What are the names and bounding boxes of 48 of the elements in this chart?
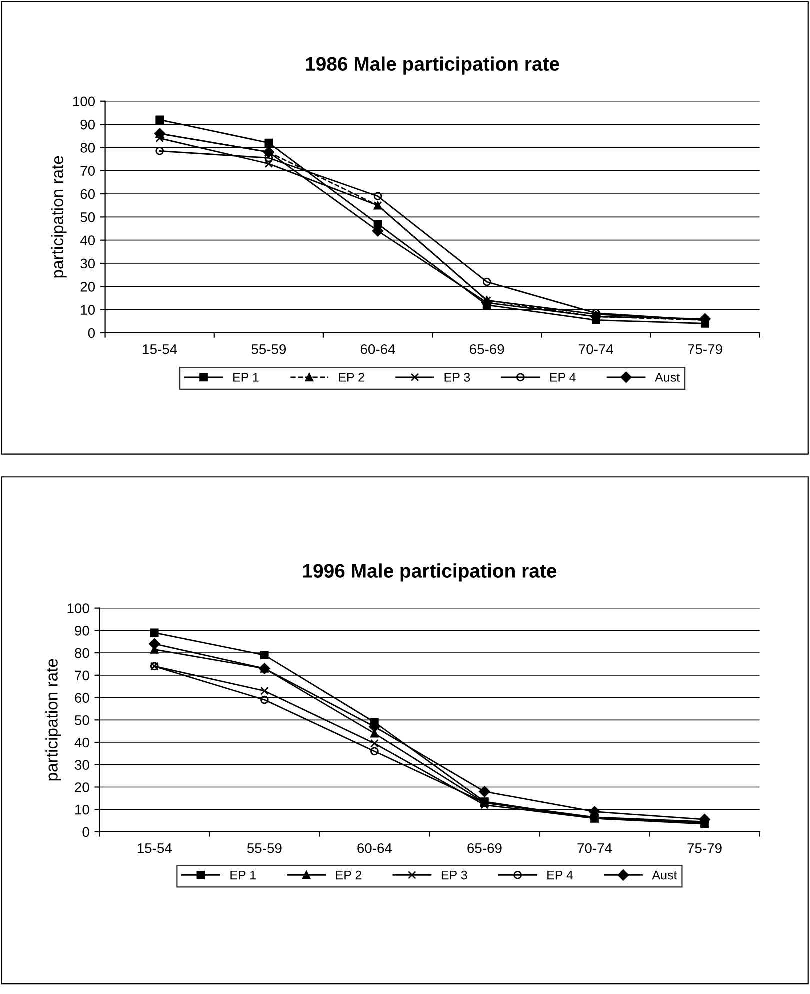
y-tick-label: 100 (73, 96, 96, 107)
legend-label: EP 1 (230, 870, 256, 880)
x-tick-label: 55-59 (252, 344, 286, 354)
x-tick-label: 65-69 (470, 344, 504, 354)
legend-label: EP 1 (234, 373, 259, 382)
chart-title: 1996 Male participation rate (303, 564, 557, 582)
y-tick-label: 80 (75, 648, 90, 658)
y-tick-label: 0 (82, 827, 90, 838)
y-tick-label: 50 (80, 212, 96, 222)
y-tick-label: 20 (80, 282, 96, 292)
x-tick-label: 60-64 (358, 843, 392, 854)
y-tick-label: 60 (80, 189, 96, 200)
legend-label: EP 4 (548, 870, 574, 880)
legend-label: EP 4 (550, 373, 576, 382)
y-tick-label: 10 (76, 804, 90, 815)
x-tick-label: 70-74 (578, 843, 612, 854)
y-tick-label: 90 (75, 626, 90, 636)
y-tick-label: 20 (75, 782, 90, 792)
y-axis-title: participation rate (46, 659, 62, 781)
legend-label: EP 3 (442, 870, 468, 880)
y-tick-label: 90 (80, 120, 96, 130)
x-tick-label: 55-59 (247, 843, 282, 854)
x-tick-label: 15-54 (138, 844, 172, 854)
y-tick-label: 30 (80, 258, 96, 269)
legend-label: EP 3 (444, 373, 470, 382)
y-tick-label: 30 (74, 760, 90, 770)
x-tick-label: 70-74 (579, 344, 614, 354)
y-tick-label: 50 (75, 715, 90, 726)
chart-title: 1986 Male participation rate (306, 56, 560, 75)
y-tick-label: 40 (80, 236, 96, 246)
y-tick-label: 60 (75, 693, 90, 703)
x-tick-label: 65-69 (468, 843, 502, 854)
y-tick-label: 40 (74, 738, 90, 748)
y-tick-label: 70 (75, 670, 90, 681)
y-tick-label: 70 (80, 166, 96, 176)
y-tick-label: 0 (88, 328, 96, 338)
y-axis-title: participation rate (51, 156, 67, 278)
legend-label: Aust (655, 373, 680, 382)
legend-label: EP 2 (336, 870, 362, 880)
x-tick-label: 60-64 (360, 344, 396, 354)
legend-label: EP 2 (339, 373, 364, 382)
legend-label: Aust (652, 870, 678, 880)
y-tick-label: 10 (81, 305, 96, 315)
y-tick-label: 80 (80, 143, 96, 153)
x-tick-label: 15-54 (143, 344, 178, 354)
x-tick-label: 75-79 (688, 344, 722, 354)
x-tick-label: 75-79 (688, 843, 722, 854)
y-tick-label: 100 (68, 604, 90, 614)
